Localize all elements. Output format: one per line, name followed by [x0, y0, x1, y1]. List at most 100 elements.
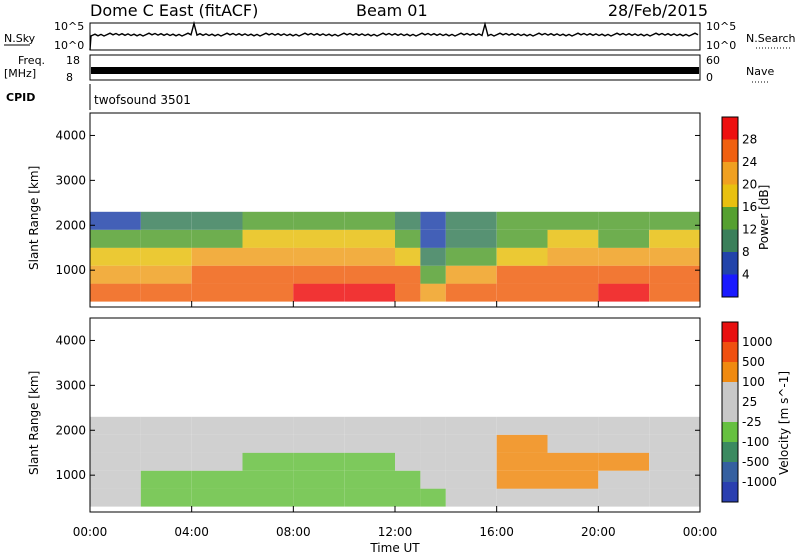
power-colorbar-segment	[722, 252, 738, 275]
velocity-cell	[445, 452, 497, 471]
nsearch-tick-bottom: 10^0	[706, 39, 736, 52]
time-tick-label: 00:00	[73, 525, 108, 539]
date-label: 28/Feb/2015	[608, 1, 708, 20]
velocity-cell	[90, 416, 141, 435]
velocity-cell	[598, 470, 650, 489]
power-cell	[90, 283, 141, 302]
velocity-cell	[420, 434, 446, 453]
power-cell	[496, 229, 548, 248]
power-cell	[242, 211, 294, 230]
power-cell	[191, 283, 243, 302]
cpid-value: twofsound 3501	[94, 93, 191, 107]
velocity-colorbar-segment	[722, 482, 738, 503]
power-colorbar-segment	[722, 184, 738, 208]
velocity-colorbar	[721, 321, 739, 503]
velocity-cell	[191, 488, 243, 507]
velocity-cell	[420, 470, 446, 489]
power-cell	[445, 211, 497, 230]
power-cell	[242, 283, 294, 302]
power-cell	[90, 247, 141, 266]
velocity-cell	[445, 434, 497, 453]
power-cell	[496, 283, 548, 302]
velocity-cell	[90, 488, 141, 507]
velocity-cell	[598, 452, 650, 471]
velocity-ylabel: Slant Range [km]	[27, 371, 41, 475]
cpid-label: CPID	[6, 91, 35, 104]
velocity-cell	[140, 452, 192, 471]
velocity-ytick-label: 3000	[55, 378, 86, 392]
power-cell	[496, 211, 548, 230]
velocity-colorbar-frame	[721, 321, 739, 503]
power-colorbar-segment	[722, 117, 738, 140]
power-cell	[191, 211, 243, 230]
power-heatmap	[90, 211, 700, 302]
velocity-cell	[445, 416, 497, 435]
freq-unit: [MHz]	[4, 67, 36, 80]
power-cell	[293, 229, 345, 248]
velocity-cell	[191, 434, 243, 453]
velocity-cell	[420, 488, 446, 507]
power-cell	[649, 247, 700, 266]
freq-band	[91, 67, 699, 74]
power-cell	[445, 229, 497, 248]
power-colorbar-tick: 8	[742, 245, 750, 259]
power-cell	[395, 247, 421, 266]
velocity-cell	[649, 488, 700, 507]
power-cell	[90, 265, 141, 284]
power-cell	[140, 283, 192, 302]
velocity-cell	[344, 488, 395, 507]
power-ylabel: Slant Range [km]	[27, 166, 41, 270]
power-ytick-label: 4000	[55, 128, 86, 142]
velocity-cell	[293, 434, 345, 453]
velocity-colorbar-segment	[722, 342, 738, 363]
velocity-colorbar-segment	[722, 362, 738, 383]
power-cell	[496, 265, 548, 284]
power-colorbar-tick: 20	[742, 178, 757, 192]
time-tick-label: 20:00	[581, 525, 616, 539]
power-cell	[140, 247, 192, 266]
velocity-cell	[344, 416, 395, 435]
velocity-cell	[140, 470, 192, 489]
power-cell	[547, 211, 599, 230]
nave-label: Nave	[746, 65, 774, 78]
power-cell	[420, 265, 446, 284]
power-cell	[547, 229, 599, 248]
power-cell	[395, 265, 421, 284]
power-cell	[344, 247, 395, 266]
time-tick-label: 00:00	[683, 525, 718, 539]
velocity-cell	[242, 452, 294, 471]
velocity-cell	[293, 488, 345, 507]
velocity-cell	[90, 470, 141, 489]
velocity-colorbar-segment	[722, 442, 738, 463]
velocity-cell	[496, 416, 548, 435]
velocity-cell	[395, 452, 421, 471]
power-y-axis: 1000 2000 3000 4000	[55, 128, 700, 277]
velocity-cell	[191, 470, 243, 489]
velocity-cell	[395, 470, 421, 489]
power-cell	[598, 283, 650, 302]
freq-panel-frame	[89, 54, 701, 81]
power-cell	[191, 229, 243, 248]
nave-tick-bottom: 0	[706, 71, 713, 84]
velocity-cell	[445, 488, 497, 507]
velocity-cell	[395, 416, 421, 435]
velocity-colorbar-tick: 500	[742, 355, 765, 369]
velocity-cell	[90, 434, 141, 453]
velocity-colorbar-tick: 1000	[742, 335, 773, 349]
velocity-cell	[649, 434, 700, 453]
power-colorbar-segment	[722, 207, 738, 230]
power-cell	[445, 247, 497, 266]
nsearch-tick-top: 10^5	[706, 20, 736, 33]
power-cell	[293, 283, 345, 302]
power-cell	[344, 211, 395, 230]
power-ytick-label: 2000	[55, 218, 86, 232]
power-cell	[420, 283, 446, 302]
power-cell	[547, 283, 599, 302]
nsky-trace	[89, 20, 699, 51]
velocity-cell	[344, 452, 395, 471]
velocity-cell	[649, 470, 700, 489]
power-colorbar-tick: 4	[742, 268, 750, 282]
power-cell	[242, 265, 294, 284]
beam-label: Beam 01	[356, 1, 428, 20]
